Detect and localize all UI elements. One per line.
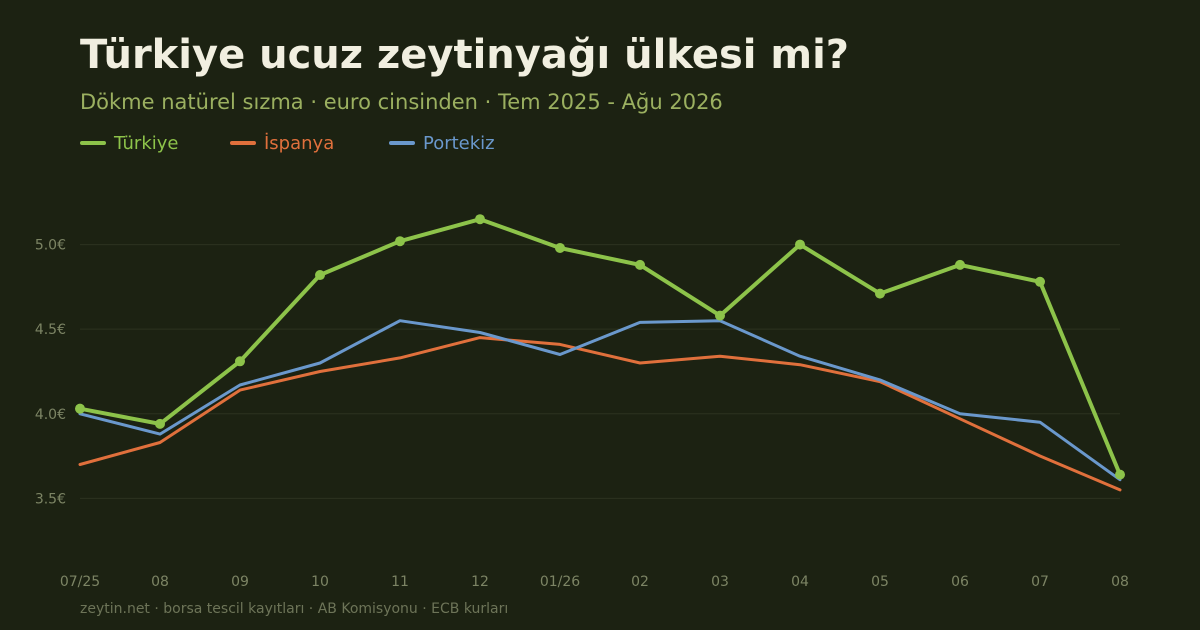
data-point xyxy=(635,259,645,270)
legend-item: İspanya xyxy=(230,131,334,155)
x-tick-label: 01/26 xyxy=(540,574,580,590)
series-layer xyxy=(75,214,1125,492)
x-tick-label: 03 xyxy=(711,574,729,590)
data-point xyxy=(795,239,805,250)
data-point xyxy=(395,236,405,247)
series-line-1 xyxy=(78,217,1122,477)
y-axis-ticks: 3.5€ 4.0€ 4.5€ 5.0€ xyxy=(35,238,66,508)
x-tick-label: 06 xyxy=(951,574,969,590)
series-line-2 xyxy=(78,336,1122,492)
data-point xyxy=(555,242,565,253)
legend-swatch xyxy=(230,141,256,145)
x-tick-label: 11 xyxy=(391,574,409,590)
x-tick-label: 07/25 xyxy=(60,574,100,590)
series-line-3 xyxy=(78,319,1122,482)
y-tick-label: 4.5€ xyxy=(35,322,66,338)
data-point xyxy=(235,356,245,367)
chart-title: Türkiye ucuz zeytinyağı ülkesi mi? xyxy=(80,32,850,78)
x-tick-label: 05 xyxy=(871,574,889,590)
legend-label: Türkiye xyxy=(114,132,179,154)
chart-subtitle: Dökme natürel sızma · euro cinsinden · T… xyxy=(80,90,723,114)
data-point xyxy=(75,403,85,414)
x-tick-label: 08 xyxy=(1111,574,1129,590)
x-tick-label: 12 xyxy=(471,574,489,590)
legend-swatch xyxy=(389,141,415,145)
data-point xyxy=(475,214,485,225)
x-tick-label: 07 xyxy=(1031,574,1049,590)
x-tick-label: 04 xyxy=(791,574,809,590)
data-point xyxy=(715,310,725,321)
data-point xyxy=(875,288,885,299)
y-tick-label: 4.0€ xyxy=(35,407,66,423)
chart-source-note: zeytin.net · borsa tescil kayıtları · AB… xyxy=(80,601,509,617)
x-tick-label: 02 xyxy=(631,574,649,590)
legend-label: İspanya xyxy=(264,132,335,154)
legend-label: Portekiz xyxy=(423,132,495,154)
x-tick-label: 08 xyxy=(151,574,169,590)
x-tick-label: 09 xyxy=(231,574,249,590)
data-point xyxy=(955,259,965,270)
legend-item: Türkiye xyxy=(80,131,179,155)
grid-layer xyxy=(80,244,1120,499)
data-point xyxy=(155,418,165,429)
y-tick-label: 5.0€ xyxy=(35,238,66,254)
data-point xyxy=(1115,469,1125,480)
data-point xyxy=(1035,276,1045,287)
data-point xyxy=(315,270,325,281)
x-axis-ticks: 07/25 08 09 10 11 12 01/26 02 03 04 05 06 07 08 xyxy=(60,574,1129,590)
legend-item: Portekiz xyxy=(389,131,495,155)
legend-swatch xyxy=(80,141,106,145)
y-tick-label: 3.5€ xyxy=(35,491,66,507)
x-tick-label: 10 xyxy=(311,574,329,590)
